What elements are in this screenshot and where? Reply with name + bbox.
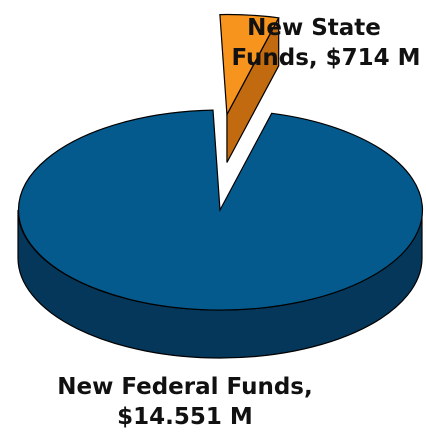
federal-funds-label-line2: $14.551 M (117, 404, 253, 430)
federal-funds-label-line1: New Federal Funds, (57, 374, 313, 400)
state-funds-label-line2: Funds, $714 M (231, 45, 420, 71)
state-funds-slice (219, 13, 280, 117)
federal-funds-slice (17, 109, 424, 311)
state-funds-label-line1: New State (247, 15, 381, 41)
pie-slices (17, 13, 424, 359)
